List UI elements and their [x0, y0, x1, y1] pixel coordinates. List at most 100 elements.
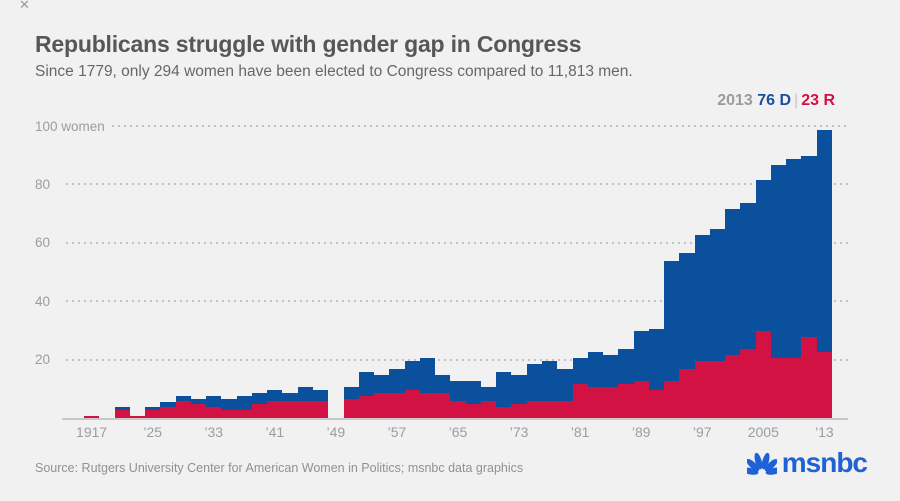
bar-1983 [587, 351, 604, 419]
democrat-segment [465, 381, 481, 405]
democrat-segment [526, 363, 542, 402]
republican-segment [496, 407, 512, 419]
bar-1937 [236, 395, 252, 419]
republican-segment [190, 404, 207, 419]
republican-segment [84, 416, 100, 419]
democrat-segment [282, 392, 298, 402]
bar-2005 [755, 179, 771, 419]
x-tick-label: ’97 [692, 424, 712, 440]
bar-1973 [511, 375, 527, 419]
republican-segment [297, 401, 313, 419]
republican-segment [541, 401, 558, 419]
democrat-segment [190, 398, 207, 405]
bar-1993 [664, 261, 680, 419]
republican-segment [160, 407, 176, 419]
bar-1981 [572, 357, 588, 419]
republican-segment [526, 401, 542, 419]
democrat-segment [801, 156, 817, 338]
republican-segment [450, 401, 466, 419]
republican-segment [740, 348, 756, 419]
bar-1941 [267, 389, 283, 419]
democrat-segment [755, 179, 771, 332]
democrat-segment [267, 389, 283, 402]
republican-segment [282, 401, 298, 419]
chart-legend: 2013 76 D | 23 R [717, 92, 835, 110]
democrat-segment [343, 386, 359, 399]
y-tick-label: 60 [35, 235, 51, 251]
republican-segment [206, 407, 222, 419]
democrat-segment [297, 386, 313, 402]
republican-segment [587, 386, 604, 419]
bar-1975 [526, 363, 542, 419]
republican-segment [389, 392, 405, 419]
bar-1971 [496, 372, 512, 419]
y-tick-label: 20 [35, 352, 51, 368]
democrat-segment [175, 395, 191, 402]
republican-segment [679, 369, 695, 419]
bar-1933 [206, 395, 222, 419]
bar-1925 [145, 407, 161, 419]
democrat-segment [557, 369, 573, 402]
republican-segment [618, 383, 634, 419]
bar-1953 [358, 372, 375, 419]
republican-segment [511, 404, 527, 419]
x-tick-label: ’57 [387, 424, 407, 440]
democrat-segment [496, 372, 512, 408]
bar-1967 [465, 381, 481, 419]
republican-segment [572, 383, 588, 419]
bar-1963 [435, 375, 451, 419]
republican-segment [480, 401, 497, 419]
dotted-gridline [66, 300, 848, 303]
democrat-segment [572, 357, 588, 384]
democrat-segment [312, 389, 329, 402]
bar-1935 [221, 398, 237, 419]
republican-segment [603, 386, 619, 419]
bar-1943 [282, 392, 298, 419]
democrat-segment [160, 401, 176, 408]
gridline-60: 60 [35, 235, 848, 251]
gridline-80: 80 [35, 177, 848, 192]
republican-segment [725, 354, 741, 419]
bar-1979 [557, 369, 573, 419]
x-tick-label: ’41 [265, 424, 285, 440]
democrat-segment [541, 360, 558, 402]
bar-1947 [312, 389, 329, 419]
x-tick-label: ’89 [631, 424, 651, 440]
democrat-segment [404, 360, 420, 390]
x-tick-label: ’13 [815, 424, 834, 440]
x-axis-tick-labels: 1917 ’25 ’33 ’41 ’49 ’57 ’65 ’73 ’81 ’89 ’97 2005 ’1… [76, 424, 834, 442]
republican-segment [709, 360, 726, 419]
republican-segment [343, 398, 359, 419]
bar-1977 [541, 360, 558, 419]
republican-segment [648, 389, 665, 419]
bar-1997 [694, 235, 710, 419]
republican-segment [633, 381, 649, 419]
democrat-segment [374, 375, 390, 393]
bar-1921 [114, 407, 130, 419]
republican-segment [801, 337, 817, 419]
republican-segment [221, 410, 237, 419]
bar-2007 [770, 164, 787, 419]
republican-segment [557, 401, 573, 419]
page-title: Republicans struggle with gender gap in … [35, 31, 582, 57]
republican-segment [465, 404, 481, 419]
bar-1959 [404, 360, 420, 419]
bar-1969 [480, 386, 497, 419]
republican-segment [404, 389, 420, 419]
close-icon[interactable]: ✕ [19, 0, 30, 12]
democrat-segment [450, 381, 466, 402]
democrat-segment [816, 129, 833, 352]
legend-divider: | [794, 92, 799, 109]
bar-2011 [801, 156, 817, 419]
dotted-gridline [66, 358, 848, 361]
bar-1917 [84, 416, 100, 419]
gridline-40: 40 [35, 294, 848, 309]
bar-1965 [450, 381, 466, 419]
bar-1961 [419, 357, 436, 419]
page-subtitle: Since 1779, only 294 women have been ele… [35, 63, 633, 80]
republican-segment [251, 404, 268, 419]
bar-1991 [648, 328, 665, 419]
democrat-segment [480, 386, 497, 402]
democrat-segment [618, 348, 634, 384]
democrat-segment [740, 202, 756, 349]
